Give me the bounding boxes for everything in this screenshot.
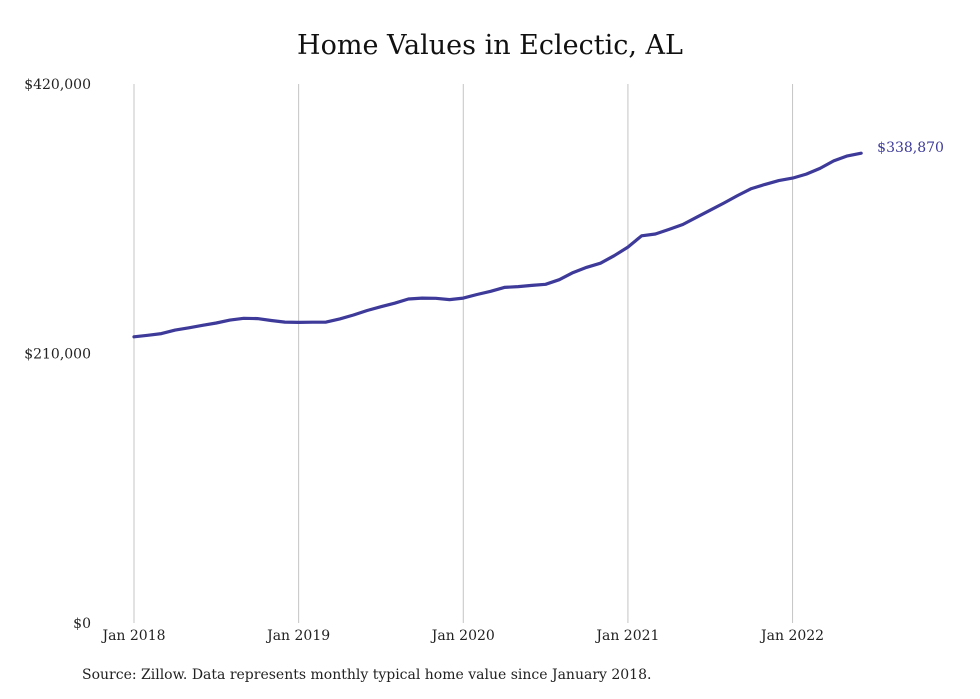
series-line-0 — [132, 151, 863, 339]
x-tick-label: Jan 2022 — [759, 628, 824, 644]
x-tick-label: Jan 2020 — [430, 628, 495, 644]
y-tick-label: $420,000 — [24, 77, 91, 93]
source-note: Source: Zillow. Data represents monthly … — [82, 667, 652, 683]
x-tick-label: Jan 2021 — [594, 628, 659, 644]
x-tick-label: Jan 2019 — [265, 628, 330, 644]
x-tick-label: Jan 2018 — [100, 628, 165, 644]
y-tick-label: $210,000 — [24, 347, 91, 363]
vertical-gridlines — [133, 84, 794, 623]
y-axis-ticks: $0 $210,000 $420,000 — [24, 77, 91, 632]
chart-title: Home Values in Eclectic, AL — [297, 30, 683, 61]
y-tick-label: $0 — [73, 616, 91, 632]
series-end-label: $338,870 — [877, 140, 944, 156]
series-layer: $338,870 — [132, 140, 944, 339]
x-axis-ticks: Jan 2018 Jan 2019 Jan 2020 Jan 2021 Jan 2022 — [100, 628, 824, 644]
